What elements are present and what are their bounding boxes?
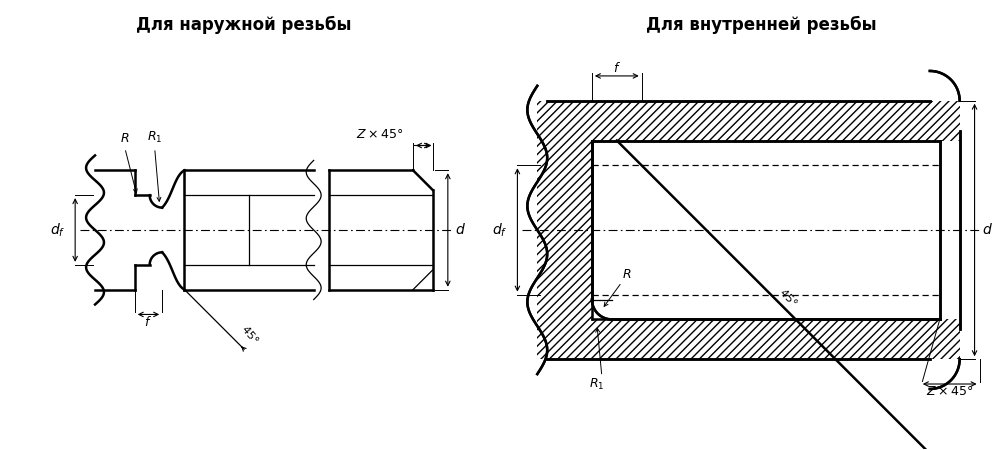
Bar: [538, 101, 592, 359]
Text: $R_1$: $R_1$: [147, 130, 163, 145]
Text: $Z \times 45°$: $Z \times 45°$: [356, 127, 403, 140]
Text: $d_f$: $d_f$: [492, 221, 508, 239]
Text: Для наружной резьбы: Для наружной резьбы: [137, 16, 352, 35]
Bar: [592, 320, 960, 359]
Text: $d$: $d$: [455, 222, 466, 238]
Bar: [592, 101, 960, 140]
Text: $d$: $d$: [982, 222, 993, 238]
Text: $R_1$: $R_1$: [589, 377, 605, 392]
Text: $R$: $R$: [120, 132, 130, 145]
Text: Для внутренней резьбы: Для внутренней резьбы: [645, 16, 876, 35]
Text: $45°$: $45°$: [777, 285, 800, 309]
Text: $45°$: $45°$: [239, 323, 261, 346]
Text: $f$: $f$: [613, 62, 621, 76]
Text: $d_f$: $d_f$: [50, 221, 65, 239]
Text: $R$: $R$: [622, 268, 631, 281]
Text: $Z \times 45°$: $Z \times 45°$: [927, 385, 973, 398]
Text: $f$: $f$: [145, 315, 153, 329]
